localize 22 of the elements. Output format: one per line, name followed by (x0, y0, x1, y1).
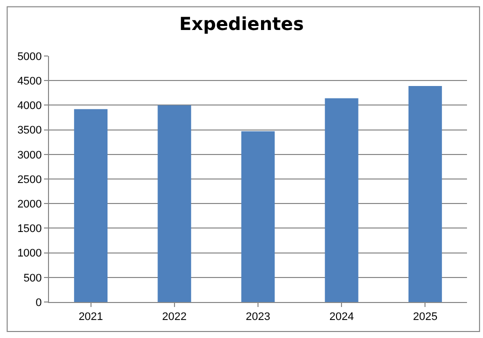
x-tick-label: 2024 (329, 311, 354, 324)
y-tick-label: 500 (23, 272, 42, 284)
x-tick-label: 2023 (246, 311, 270, 324)
bar (324, 98, 358, 302)
bar (74, 109, 108, 302)
bar (408, 86, 442, 302)
bar (241, 131, 275, 302)
y-tick-label: 4500 (17, 75, 42, 88)
y-tick-label: 1500 (17, 223, 42, 236)
y-tick-label: 2500 (17, 174, 42, 186)
x-tick-label: 2025 (412, 311, 438, 324)
y-tick-label: 3000 (17, 149, 42, 162)
x-tick-label: 2021 (78, 311, 104, 324)
x-tick-label: 2022 (162, 311, 187, 324)
y-tick-label: 4000 (17, 100, 42, 112)
bar (158, 105, 192, 302)
y-tick-label: 0 (36, 296, 42, 309)
y-tick-label: 1000 (17, 248, 42, 260)
y-tick-label: 3500 (17, 124, 42, 137)
y-tick-label: 5000 (17, 50, 42, 63)
chart-title: Expedientes (179, 14, 304, 35)
y-tick-label: 2000 (17, 198, 42, 210)
